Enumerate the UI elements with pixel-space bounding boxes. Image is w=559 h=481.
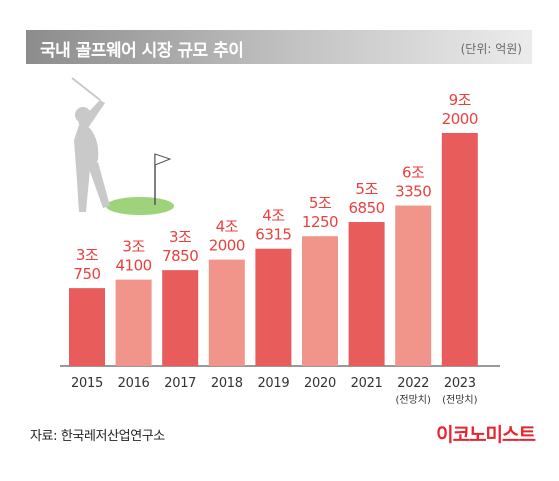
bar-2020 bbox=[302, 236, 338, 366]
unit-label: (단위: 억원) bbox=[460, 42, 522, 56]
bar-2016 bbox=[115, 279, 152, 366]
brand-logo: 이코노미스트 bbox=[436, 424, 536, 446]
x-tick-2021: 2021 bbox=[351, 376, 383, 391]
x-tick-2017: 2017 bbox=[164, 376, 196, 391]
data-label-top-2016: 3조 bbox=[122, 238, 145, 256]
bar-2018 bbox=[208, 259, 245, 366]
data-label-top-2017: 3조 bbox=[169, 228, 192, 246]
data-label-top-2018: 4조 bbox=[216, 218, 239, 236]
bar-2015 bbox=[69, 288, 105, 366]
bar-2019 bbox=[255, 248, 292, 366]
x-tick-2020: 2020 bbox=[304, 376, 336, 391]
bar-2017 bbox=[162, 270, 199, 366]
bar-2022 bbox=[395, 205, 432, 366]
data-label-bottom-2020: 1250 bbox=[302, 213, 338, 231]
data-label-bottom-2017: 7850 bbox=[162, 247, 198, 265]
data-label-bottom-2019: 6315 bbox=[255, 226, 291, 244]
x-tick-2018: 2018 bbox=[211, 376, 243, 391]
bar-2021 bbox=[348, 222, 385, 366]
bar-2023 bbox=[441, 133, 478, 366]
data-label-top-2020: 5조 bbox=[309, 194, 332, 212]
x-tick-2015: 2015 bbox=[71, 376, 103, 391]
source-note: 자료: 한국레저산업연구소 bbox=[30, 429, 165, 444]
golfer-silhouette bbox=[71, 77, 110, 212]
data-label-top-2015: 3조 bbox=[76, 246, 99, 264]
data-label-bottom-2016: 4100 bbox=[116, 257, 152, 275]
golf-illustration bbox=[71, 77, 174, 215]
data-label-bottom-2023: 2000 bbox=[442, 110, 478, 128]
data-label-bottom-2015: 750 bbox=[73, 265, 100, 283]
data-label-top-2019: 4조 bbox=[262, 207, 285, 225]
title-bar: 국내 골프웨어 시장 규모 추이 (단위: 억원) bbox=[26, 30, 532, 64]
data-label-top-2022: 6조 bbox=[402, 164, 425, 182]
chart-title: 국내 골프웨어 시장 규모 추이 bbox=[40, 41, 244, 61]
data-label-bottom-2022: 3350 bbox=[395, 183, 431, 201]
data-label-bottom-2018: 2000 bbox=[209, 237, 245, 255]
x-tick-note-2023: (전망치) bbox=[442, 394, 478, 406]
x-tick-2023: 2023 bbox=[444, 376, 476, 391]
x-tick-note-2022: (전망치) bbox=[395, 394, 431, 406]
data-label-top-2023: 9조 bbox=[449, 91, 472, 109]
x-tick-2016: 2016 bbox=[118, 376, 150, 391]
data-label-bottom-2021: 6850 bbox=[349, 199, 385, 217]
flag bbox=[154, 153, 172, 166]
x-tick-2019: 2019 bbox=[257, 376, 289, 391]
putting-green bbox=[106, 197, 174, 215]
data-label-top-2021: 5조 bbox=[355, 180, 378, 198]
x-tick-2022: 2022 bbox=[397, 376, 429, 391]
